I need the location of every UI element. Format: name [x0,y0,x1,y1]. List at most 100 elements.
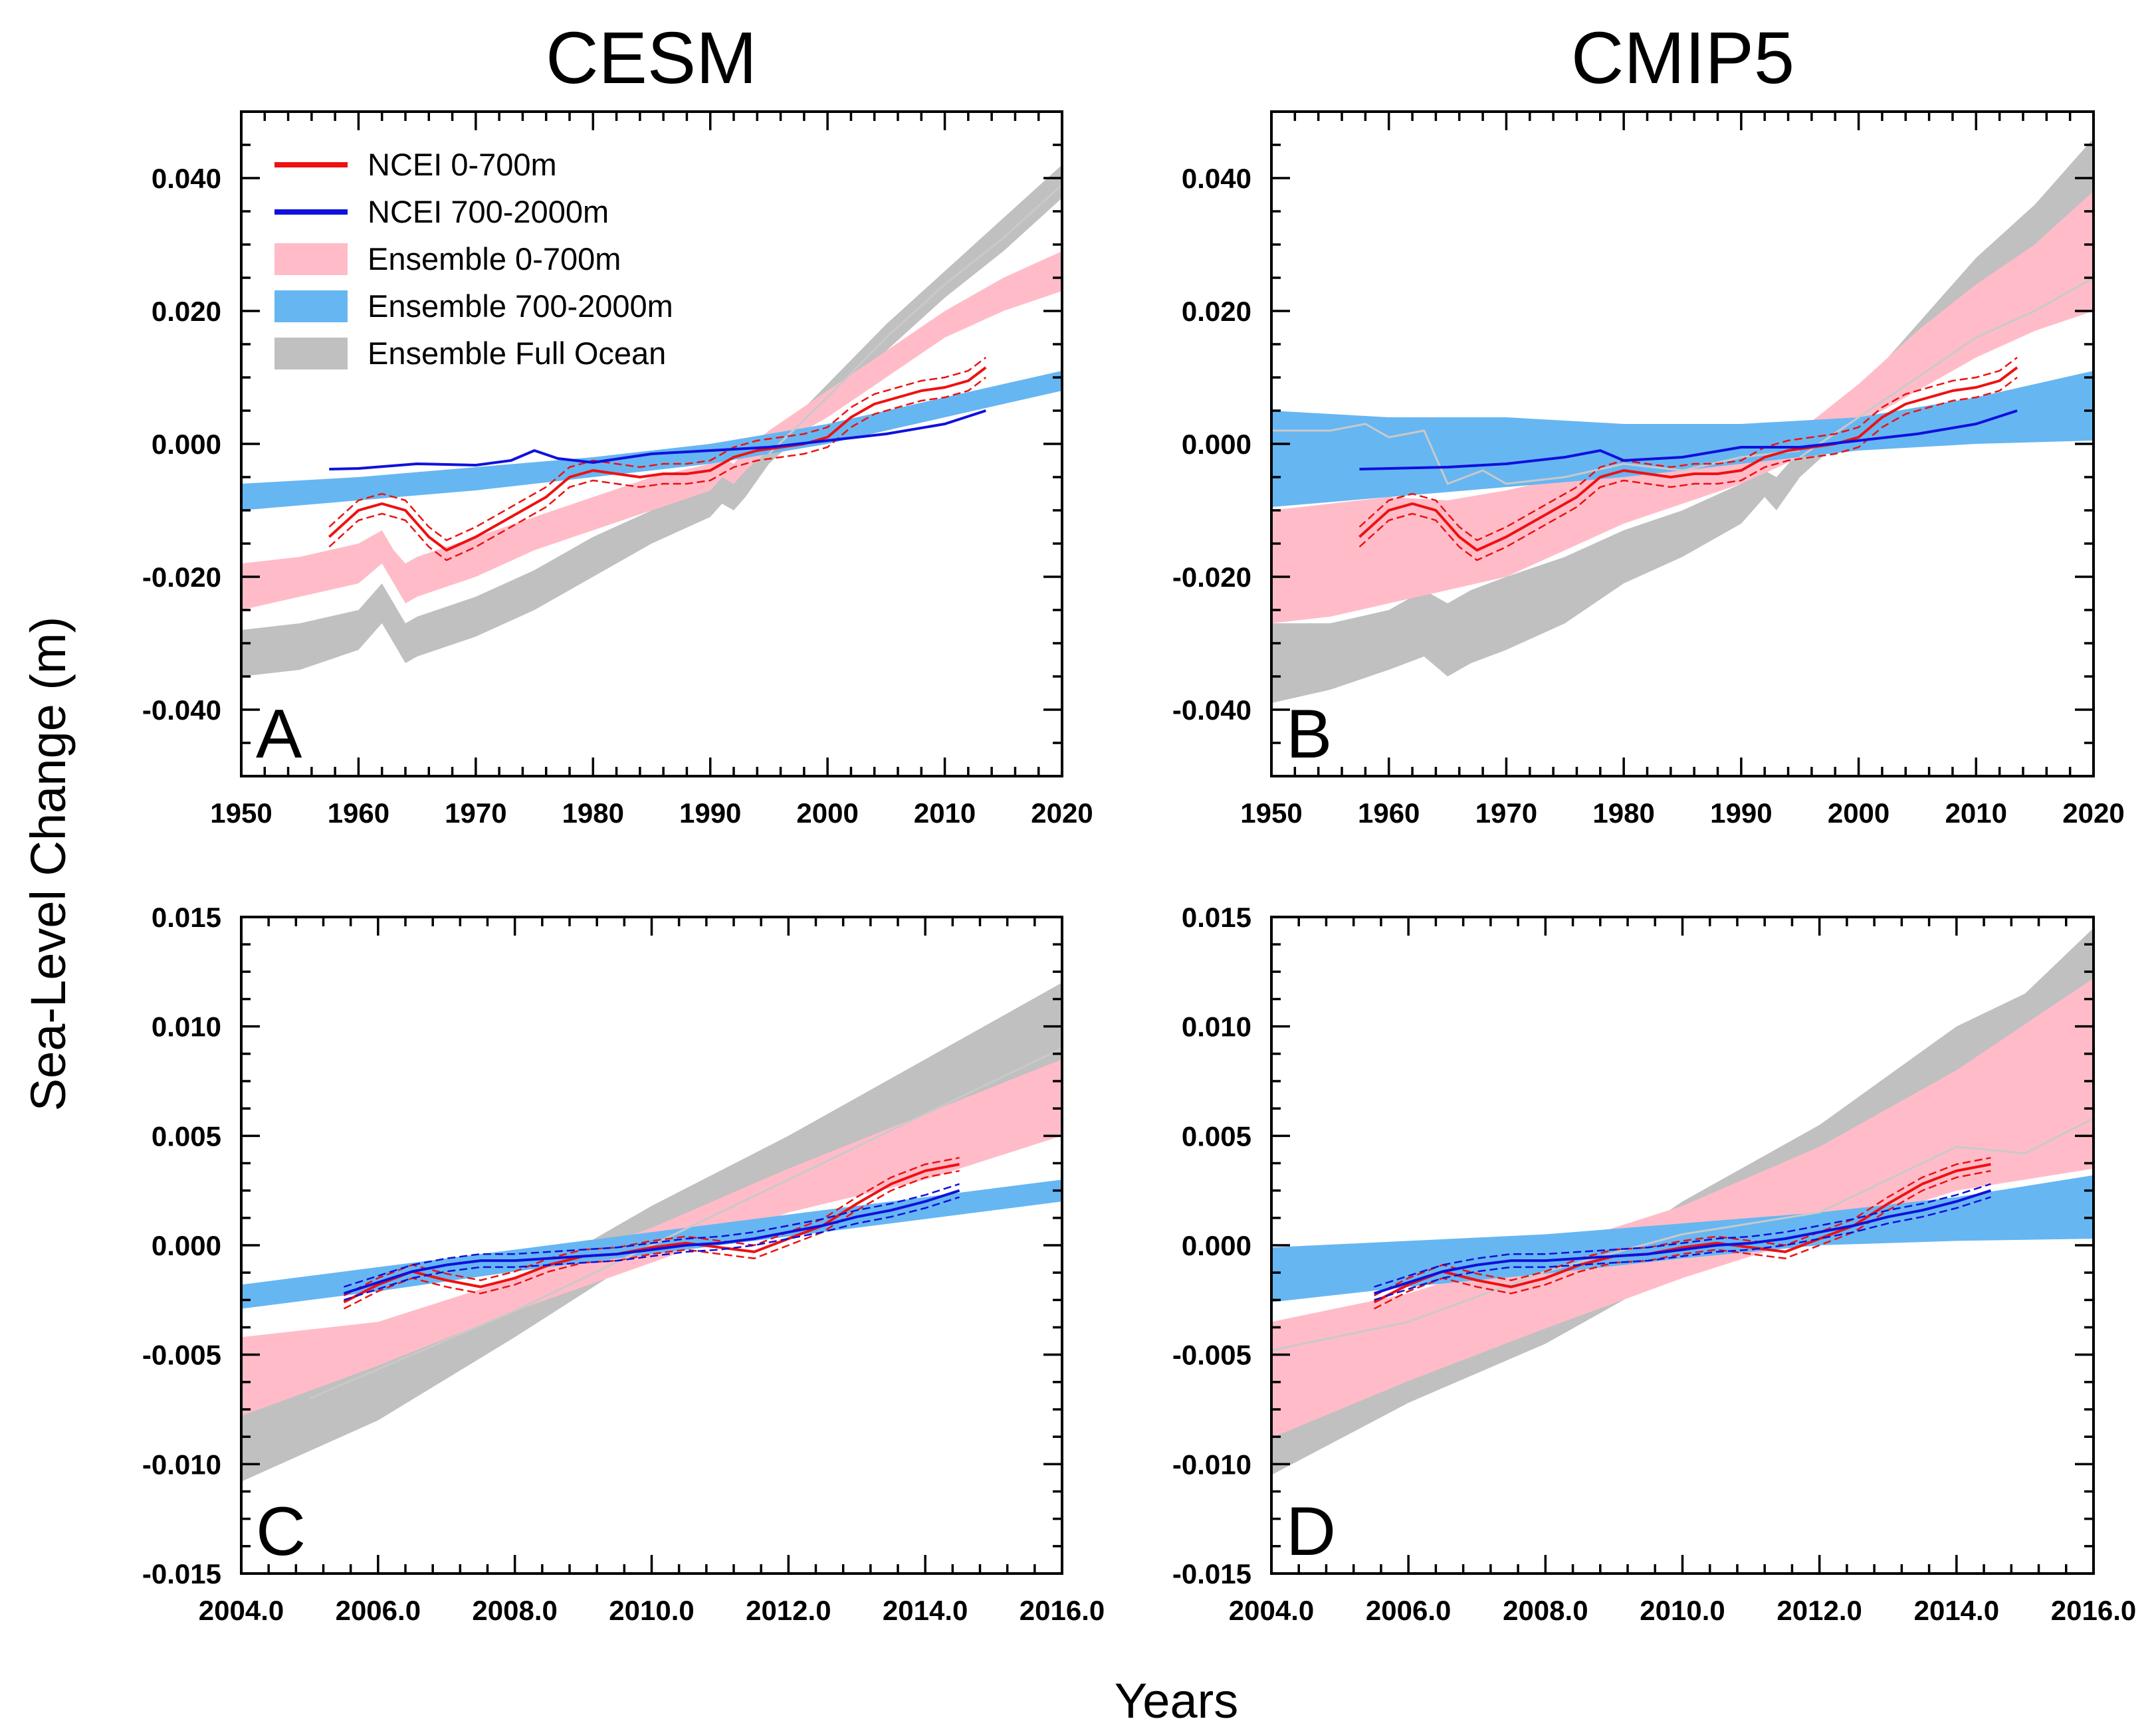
x-tick-label: 2008.0 [472,1595,557,1626]
panel-d: 2004.0 2006.0 2008.0 2010.0 2012.0 2014.0 2016… [1172,902,2136,1626]
y-tick-label: 0.000 [1182,1230,1251,1261]
x-tick-label: 2014.0 [883,1595,968,1626]
panel-letter: C [256,1493,306,1570]
legend-label: Ensemble Full Ocean [368,336,666,371]
band-ensemble-full-ocean [1271,138,2094,703]
panel-letter: A [256,696,302,773]
y-axis-label: Sea-Level Change (m) [21,617,76,1111]
legend-swatch [274,290,348,322]
panel-c: 2004.0 2006.0 2008.0 2010.0 2012.0 2014.0 2016… [142,902,1105,1626]
x-tick-label: 1960 [328,797,389,829]
obs-upper-bound-ncei-0-700m [328,357,987,542]
y-tick-label: 0.000 [1182,429,1251,460]
legend-entry-ncei-700-2000m: NCEI 700-2000m [274,194,609,229]
obs-line-ncei-0-700m [343,1163,960,1304]
x-tick-label: 1970 [445,797,506,829]
column-title-cmip5: CMIP5 [1571,17,1794,99]
x-tick-label: 1980 [562,797,624,829]
column-title-cesm: CESM [546,17,757,99]
ticks [1270,916,2095,1575]
x-axis-label: Years [1115,1673,1239,1728]
legend-entry-ensemble-0-700m: Ensemble 0-700m [274,241,621,276]
y-tick-label: 0.015 [1182,902,1251,933]
x-tick-label: 2014.0 [1914,1595,1999,1626]
x-tick-label: 2016.0 [1020,1595,1105,1626]
x-tick-label: 1990 [1710,797,1772,829]
obs-upper-bound-ncei-0-700m [1358,357,2018,542]
x-tick-label: 2008.0 [1503,1595,1588,1626]
obs-line-ncei-0-700m [328,366,987,552]
plot-area [241,165,1062,676]
x-tick-label: 2016.0 [2051,1595,2136,1626]
obs-lower-bound-ncei-0-700m [328,377,987,561]
ticks [1270,110,2095,777]
plot-area [241,982,1062,1482]
y-tick-label: 0.000 [152,1230,221,1261]
panel-letter: B [1286,696,1332,773]
mean-line-full-ocean-mean [309,1047,1062,1399]
panel-b: 1950 1960 1970 1980 1990 2000 2010 2020 -0.040 -0… [1172,110,2125,829]
x-tick-label: 1980 [1592,797,1654,829]
x-tick-label: 1960 [1358,797,1420,829]
obs-line-ncei-0-700m [1373,1163,1991,1304]
x-tick-label: 1970 [1475,797,1537,829]
x-tick-label: 2012.0 [746,1595,831,1626]
x-tick-label: 2000 [796,797,858,829]
plot-area [1271,928,2094,1475]
y-tick-label: -0.010 [142,1449,221,1480]
obs-line-ncei-0-700m [1358,366,2018,552]
obs-lower-bound-ncei-700-2000m [1374,1196,1991,1301]
x-tick-label: 2006.0 [336,1595,421,1626]
legend-label: NCEI 700-2000m [368,194,609,229]
obs-upper-bound-ncei-0-700m [1374,1157,1991,1296]
x-tick-label: 2010.0 [1640,1595,1725,1626]
band-ensemble-700-2000m [1271,1175,2094,1302]
x-tick-label: 2020 [1031,797,1093,829]
band-ensemble-full-ocean [241,165,1062,676]
band-ensemble-0-700m [241,251,1062,610]
y-tick-label: -0.015 [1172,1558,1251,1589]
x-tick-label: 2010.0 [609,1595,694,1626]
band-ensemble-0-700m [1271,191,2094,623]
mean-line-full-ocean-mean [1271,1117,2094,1352]
x-tick-label: 2004.0 [1229,1595,1314,1626]
obs-upper-bound-ncei-0-700m [343,1157,960,1296]
y-tick-label: 0.015 [152,902,221,933]
panel-a: 1950 1960 1970 1980 1990 2000 2010 2020 -0.040 -0… [142,110,1093,829]
obs-line-ncei-700-2000m [329,409,986,470]
legend-entry-ensemble-700-2000m: Ensemble 700-2000m [274,288,673,324]
x-tick-label: 1950 [1240,797,1302,829]
legend-label: Ensemble 700-2000m [368,288,673,324]
obs-line-ncei-700-2000m [1359,409,2018,470]
y-tick-label: -0.015 [142,1558,221,1589]
mean-line-full-ocean-mean [1799,276,2094,459]
y-tick-label: 0.005 [1182,1120,1251,1152]
y-tick-label: 0.020 [152,296,221,327]
x-tick-label: 2010 [1945,797,2007,829]
obs-upper-bound-ncei-700-2000m [344,1183,960,1288]
y-tick-label: 0.010 [1182,1011,1251,1043]
y-tick-label: -0.005 [1172,1340,1251,1371]
legend-entry-ncei-0-700m: NCEI 0-700m [274,147,557,182]
y-tick-label: 0.010 [152,1011,221,1043]
y-tick-label: 0.040 [1182,163,1251,194]
y-tick-label: 0.000 [152,429,221,460]
ticks [240,110,1063,777]
y-tick-label: 0.020 [1182,296,1251,327]
axes-frame [240,110,1063,777]
x-tick-label: 2020 [2062,797,2124,829]
y-tick-label: -0.040 [1172,694,1251,726]
obs-line-ncei-700-2000m [1373,1189,1992,1295]
x-tick-label: 2004.0 [199,1595,284,1626]
band-ensemble-0-700m [1271,978,2094,1438]
ticks [240,916,1063,1575]
obs-upper-bound-ncei-700-2000m [1374,1183,1991,1288]
panel-letter: D [1286,1493,1336,1570]
legend: NCEI 0-700m NCEI 700-2000m Ensemble 0-700m… [274,147,673,371]
y-tick-label: -0.020 [142,561,221,593]
y-tick-label: -0.005 [142,1340,221,1371]
band-ensemble-700-2000m [241,371,1062,510]
y-tick-label: 0.040 [152,163,221,194]
y-tick-label: -0.010 [1172,1449,1251,1480]
x-tick-label: 2012.0 [1777,1595,1862,1626]
